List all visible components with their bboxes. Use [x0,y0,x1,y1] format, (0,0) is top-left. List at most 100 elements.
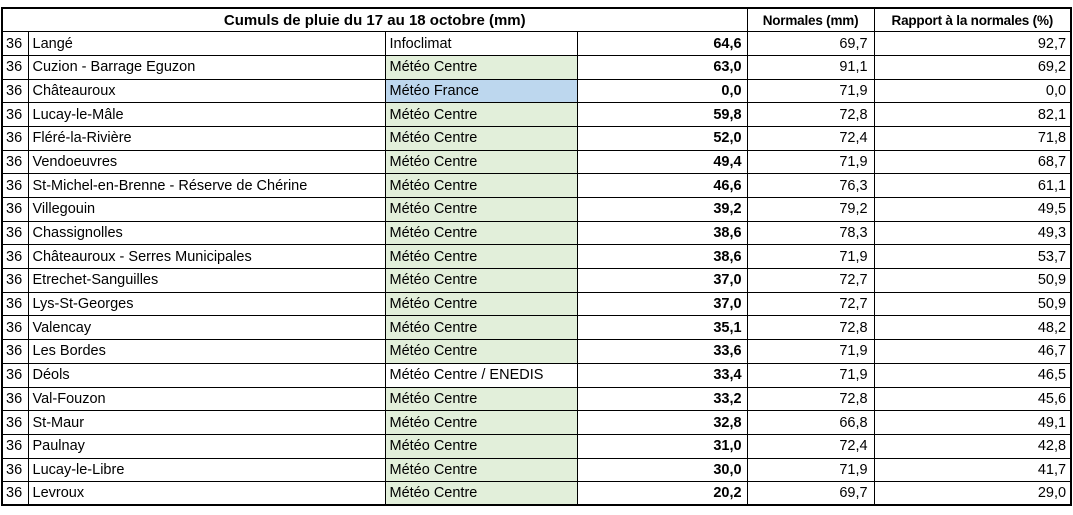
normale-cell[interactable]: 72,7 [746,291,875,317]
header-rapport[interactable]: Rapport à la normales (%) [873,7,1072,33]
normale-cell[interactable]: 72,4 [746,125,875,151]
source-cell[interactable]: Météo Centre [384,315,578,341]
cumul-cell[interactable]: 31,0 [576,433,748,459]
station-cell[interactable]: Lucay-le-Mâle [27,102,386,127]
dept-cell[interactable]: 36 [1,125,29,151]
rapport-cell[interactable]: 48,2 [873,315,1072,341]
dept-cell[interactable]: 36 [1,457,29,483]
normale-cell[interactable]: 72,8 [746,386,875,412]
station-cell[interactable]: Les Bordes [27,339,386,364]
dept-cell[interactable]: 36 [1,268,29,293]
header-normales[interactable]: Normales (mm) [746,7,875,33]
station-cell[interactable]: St-Maur [27,410,386,435]
cumul-cell[interactable]: 39,2 [576,197,748,222]
rapport-cell[interactable]: 46,7 [873,339,1072,364]
rapport-cell[interactable]: 45,6 [873,386,1072,412]
station-cell[interactable]: Déols [27,362,386,388]
dept-cell[interactable]: 36 [1,291,29,317]
rapport-cell[interactable]: 49,1 [873,410,1072,435]
normale-cell[interactable]: 69,7 [746,481,875,506]
source-cell[interactable]: Météo Centre / ENEDIS [384,362,578,388]
rapport-cell[interactable]: 49,5 [873,197,1072,222]
station-cell[interactable]: Vendoeuvres [27,149,386,175]
rapport-cell[interactable]: 50,9 [873,291,1072,317]
dept-cell[interactable]: 36 [1,433,29,459]
source-cell[interactable]: Météo Centre [384,410,578,435]
dept-cell[interactable]: 36 [1,197,29,222]
cumul-cell[interactable]: 38,6 [576,220,748,246]
station-cell[interactable]: Chassignolles [27,220,386,246]
dept-cell[interactable]: 36 [1,410,29,435]
dept-cell[interactable]: 36 [1,31,29,56]
source-cell[interactable]: Météo Centre [384,481,578,506]
dept-cell[interactable]: 36 [1,149,29,175]
cumul-cell[interactable]: 63,0 [576,54,748,80]
station-cell[interactable]: Levroux [27,481,386,506]
cumul-cell[interactable]: 52,0 [576,125,748,151]
source-cell[interactable]: Infoclimat [384,31,578,56]
normale-cell[interactable]: 72,7 [746,268,875,293]
source-cell[interactable]: Météo France [384,78,578,104]
station-cell[interactable]: Etrechet-Sanguilles [27,268,386,293]
rapport-cell[interactable]: 42,8 [873,433,1072,459]
station-cell[interactable]: Villegouin [27,197,386,222]
cumul-cell[interactable]: 0,0 [576,78,748,104]
source-cell[interactable]: Météo Centre [384,268,578,293]
source-cell[interactable]: Météo Centre [384,173,578,198]
source-cell[interactable]: Météo Centre [384,197,578,222]
normale-cell[interactable]: 76,3 [746,173,875,198]
station-cell[interactable]: Valencay [27,315,386,341]
dept-cell[interactable]: 36 [1,173,29,198]
rapport-cell[interactable]: 82,1 [873,102,1072,127]
rapport-cell[interactable]: 49,3 [873,220,1072,246]
normale-cell[interactable]: 78,3 [746,220,875,246]
cumul-cell[interactable]: 33,2 [576,386,748,412]
dept-cell[interactable]: 36 [1,54,29,80]
rapport-cell[interactable]: 69,2 [873,54,1072,80]
cumul-cell[interactable]: 33,6 [576,339,748,364]
rapport-cell[interactable]: 41,7 [873,457,1072,483]
station-cell[interactable]: Lucay-le-Libre [27,457,386,483]
cumul-cell[interactable]: 59,8 [576,102,748,127]
normale-cell[interactable]: 71,9 [746,78,875,104]
source-cell[interactable]: Météo Centre [384,291,578,317]
dept-cell[interactable]: 36 [1,244,29,270]
source-cell[interactable]: Météo Centre [384,220,578,246]
cumul-cell[interactable]: 38,6 [576,244,748,270]
station-cell[interactable]: Cuzion - Barrage Eguzon [27,54,386,80]
rapport-cell[interactable]: 0,0 [873,78,1072,104]
normale-cell[interactable]: 91,1 [746,54,875,80]
rapport-cell[interactable]: 68,7 [873,149,1072,175]
normale-cell[interactable]: 71,9 [746,362,875,388]
cumul-cell[interactable]: 64,6 [576,31,748,56]
normale-cell[interactable]: 79,2 [746,197,875,222]
rapport-cell[interactable]: 92,7 [873,31,1072,56]
normale-cell[interactable]: 66,8 [746,410,875,435]
rapport-cell[interactable]: 71,8 [873,125,1072,151]
cumul-cell[interactable]: 33,4 [576,362,748,388]
station-cell[interactable]: Langé [27,31,386,56]
dept-cell[interactable]: 36 [1,339,29,364]
station-cell[interactable]: Châteauroux - Serres Municipales [27,244,386,270]
source-cell[interactable]: Météo Centre [384,386,578,412]
normale-cell[interactable]: 72,8 [746,102,875,127]
normale-cell[interactable]: 72,8 [746,315,875,341]
source-cell[interactable]: Météo Centre [384,244,578,270]
cumul-cell[interactable]: 30,0 [576,457,748,483]
station-cell[interactable]: Val-Fouzon [27,386,386,412]
cumul-cell[interactable]: 49,4 [576,149,748,175]
normale-cell[interactable]: 71,9 [746,149,875,175]
station-cell[interactable]: St-Michel-en-Brenne - Réserve de Chérine [27,173,386,198]
source-cell[interactable]: Météo Centre [384,102,578,127]
rapport-cell[interactable]: 53,7 [873,244,1072,270]
station-cell[interactable]: Fléré-la-Rivière [27,125,386,151]
table-title[interactable]: Cumuls de pluie du 17 au 18 octobre (mm) [1,7,748,33]
dept-cell[interactable]: 36 [1,102,29,127]
normale-cell[interactable]: 71,9 [746,457,875,483]
station-cell[interactable]: Paulnay [27,433,386,459]
dept-cell[interactable]: 36 [1,315,29,341]
cumul-cell[interactable]: 37,0 [576,268,748,293]
normale-cell[interactable]: 71,9 [746,244,875,270]
dept-cell[interactable]: 36 [1,362,29,388]
rapport-cell[interactable]: 50,9 [873,268,1072,293]
